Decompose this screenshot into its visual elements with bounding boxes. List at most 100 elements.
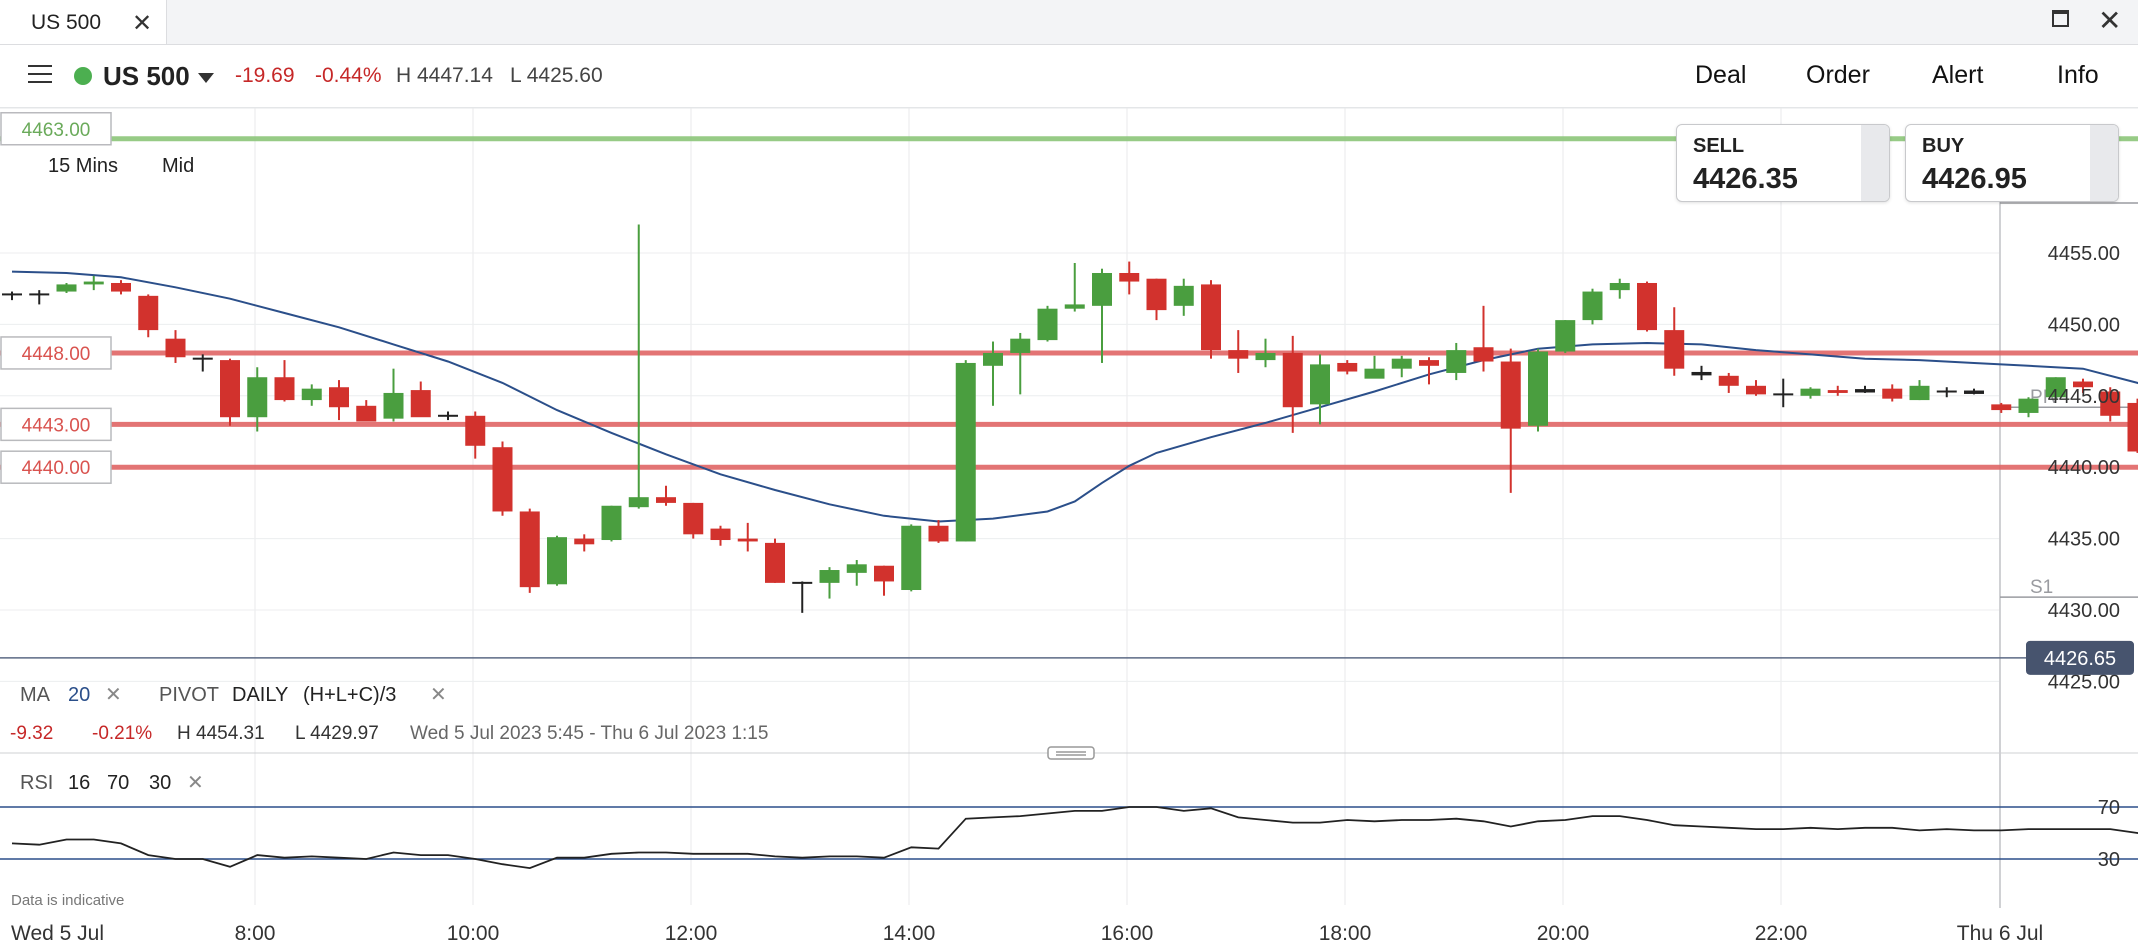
tab-us500[interactable]: US 500 ✕ [0, 0, 167, 44]
candle-body [955, 362, 976, 542]
rsi-lower-setting[interactable]: 30 [149, 772, 172, 794]
sell-price: 4426.35 [1693, 163, 1798, 195]
candle-body [1282, 352, 1303, 408]
candle-body [1201, 284, 1221, 351]
buy-button[interactable]: BUY 4426.95 [1905, 124, 2119, 202]
instrument-name[interactable]: US 500 [103, 61, 190, 91]
pivot-formula[interactable]: (H+L+C)/3 [303, 684, 397, 706]
candle-body [1609, 282, 1630, 291]
candle-body [329, 387, 349, 408]
menu-icon[interactable] [28, 65, 52, 83]
candle-body [1419, 360, 1439, 366]
rsi-label: RSI [20, 772, 54, 794]
candle-body [1228, 350, 1249, 359]
y-tick-label: 4425.00 [2048, 671, 2120, 693]
candle-body [1310, 364, 1330, 405]
deal-button[interactable]: Deal [1695, 61, 1747, 89]
y-tick-label: 4440.00 [2048, 457, 2120, 479]
tab-title: US 500 [31, 11, 102, 34]
y-tick-label: 4445.00 [2048, 386, 2120, 408]
candle-body [1964, 390, 1984, 394]
candle-body [983, 352, 1003, 366]
chart-grid [0, 107, 2138, 905]
candle-body [465, 415, 486, 446]
day-high: H 4447.14 [396, 64, 493, 87]
candle-body [29, 293, 50, 296]
candle-body [1010, 338, 1031, 353]
candle-body [56, 284, 77, 292]
window-close-icon[interactable]: ✕ [2098, 5, 2122, 36]
candle-body [1064, 304, 1085, 309]
alert-button[interactable]: Alert [1932, 61, 1984, 89]
info-button[interactable]: Info [2057, 61, 2099, 89]
candle-body [710, 528, 731, 541]
candle-body [1555, 320, 1576, 352]
remove-pivot-icon[interactable]: ✕ [430, 684, 447, 706]
order-button[interactable]: Order [1806, 61, 1870, 89]
candle-body [383, 392, 404, 419]
x-tick-label: 14:00 [883, 922, 936, 945]
rsi-bound-label: 30 [2098, 849, 2120, 871]
candle-body [1691, 371, 1712, 376]
candle-body [901, 525, 922, 591]
level-label-box [0, 407, 112, 442]
sell-side-strip [1861, 125, 1889, 201]
candle-body [2073, 381, 2093, 388]
current-price-marker: 4426.65 [0, 640, 2134, 675]
candle-body [438, 414, 458, 417]
candle-body [2045, 377, 2066, 398]
candle-body [492, 447, 513, 512]
day-low: L 4425.60 [510, 64, 603, 87]
candle-body [301, 388, 322, 401]
level-label-box [0, 112, 112, 146]
price-type-selector[interactable]: Mid [162, 155, 195, 177]
candle-body [683, 502, 704, 535]
pivot-period[interactable]: DAILY [232, 684, 289, 706]
remove-ma-icon[interactable]: ✕ [105, 684, 122, 706]
candle-body [1037, 308, 1058, 341]
remove-rsi-icon[interactable]: ✕ [187, 772, 204, 794]
x-tick-label: Thu 6 Jul [1957, 922, 2043, 945]
y-axis-ticks: 4455.00 4450.00 4445.00 4440.00 4435.00 4430.… [2048, 243, 2120, 693]
candle-body [356, 405, 377, 422]
candle-body [656, 497, 676, 503]
sell-button[interactable]: SELL 4426.35 [1676, 124, 1890, 202]
candle-body [574, 538, 595, 545]
candle-body [1092, 272, 1112, 306]
candle-body [1528, 351, 1548, 426]
price-change: -19.69 [235, 64, 295, 87]
candle-body [2100, 391, 2121, 416]
level-labels: 4463.00 4448.00 4443.00 4440.00 [0, 112, 112, 484]
y-tick-label: 4450.00 [2048, 314, 2120, 336]
rsi-upper-setting[interactable]: 70 [107, 772, 130, 794]
candle-body [1718, 375, 1739, 386]
buy-label: BUY [1922, 135, 1965, 157]
chevron-down-icon[interactable] [198, 73, 214, 83]
candle-body [83, 281, 104, 285]
maximize-icon[interactable] [2052, 10, 2069, 27]
range-change: -9.32 [10, 723, 54, 744]
close-icon[interactable]: ✕ [132, 10, 153, 37]
pivot-label: S1 [2030, 577, 2053, 598]
window-tab-bar: US 500 ✕ ✕ [0, 0, 2138, 45]
timeframe-selector[interactable]: 15 Mins [48, 155, 119, 177]
rsi-panel: 70 30 [0, 797, 2138, 871]
candle-body [1500, 361, 1521, 429]
candle-body [1391, 358, 1412, 369]
candle-body [1146, 278, 1167, 311]
candle-body [138, 295, 159, 331]
level-label-box [0, 336, 112, 370]
candle-body [1446, 350, 1467, 373]
sell-label: SELL [1693, 135, 1745, 157]
rsi-period[interactable]: 16 [68, 772, 91, 794]
candle-body [1364, 368, 1385, 379]
candle-body [1746, 385, 1766, 395]
candle-body [601, 505, 622, 541]
panel-resize-handle[interactable] [1047, 746, 1095, 760]
candle-body [247, 377, 268, 418]
candle-body [1991, 404, 2012, 411]
ma-period[interactable]: 20 [68, 684, 91, 706]
y-tick-label: 4435.00 [2048, 529, 2120, 551]
candle-body [1119, 272, 1140, 282]
